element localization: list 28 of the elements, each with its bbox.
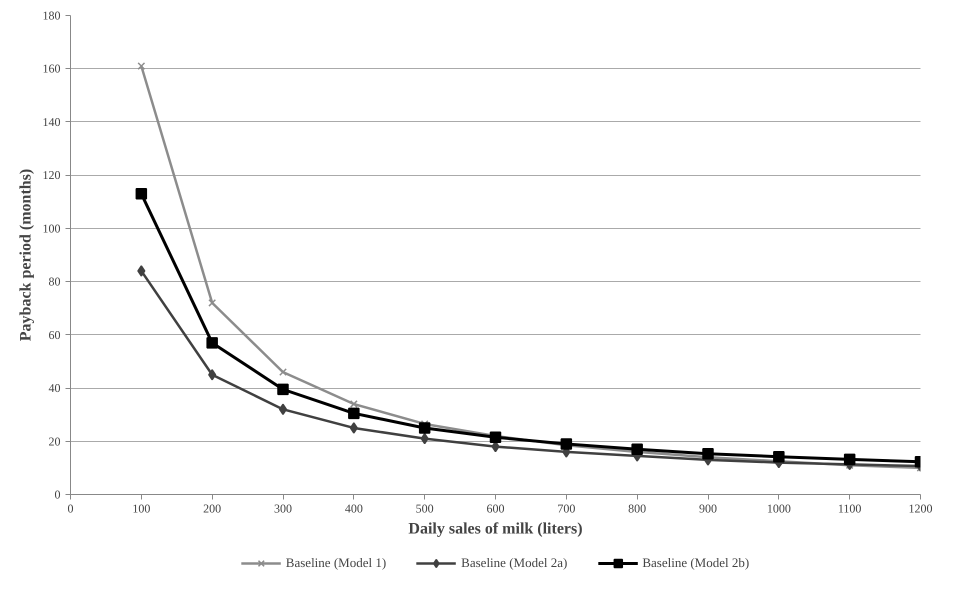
- y-tick-label: 160: [42, 62, 60, 76]
- y-tick-label: 100: [42, 221, 60, 236]
- x-tick-label: 500: [416, 502, 434, 516]
- legend-label: Baseline (Model 1): [286, 554, 386, 570]
- x-tick-label: 400: [344, 502, 363, 516]
- x-tick-label: 900: [699, 502, 717, 516]
- x-tick-label: 1000: [766, 502, 791, 516]
- x-axis-title: Daily sales of milk (liters): [408, 520, 583, 538]
- legend-label: Baseline (Model 2a): [461, 554, 568, 570]
- x-tick-label: 1100: [838, 502, 862, 516]
- y-tick-label: 60: [48, 328, 60, 342]
- x-tick-label: 1200: [908, 502, 932, 516]
- y-tick-label: 120: [42, 168, 60, 182]
- y-axis-title: Payback period (months): [18, 168, 34, 342]
- x-tick-label: 0: [68, 502, 74, 516]
- x-tick-label: 100: [132, 502, 150, 516]
- x-tick-label: 300: [274, 502, 292, 516]
- y-tick-label: 20: [48, 434, 60, 448]
- x-tick-label: 200: [203, 502, 222, 516]
- y-tick-label: 80: [48, 274, 60, 289]
- legend-label: Baseline (Model 2b): [642, 554, 750, 570]
- x-tick-label: 700: [557, 502, 576, 516]
- x-tick-label: 600: [486, 502, 504, 516]
- y-tick-label: 40: [48, 381, 60, 396]
- y-tick-label: 140: [42, 114, 60, 129]
- y-tick-label: 0: [54, 488, 60, 502]
- x-tick-label: 800: [628, 502, 646, 516]
- y-tick-label: 180: [42, 8, 60, 22]
